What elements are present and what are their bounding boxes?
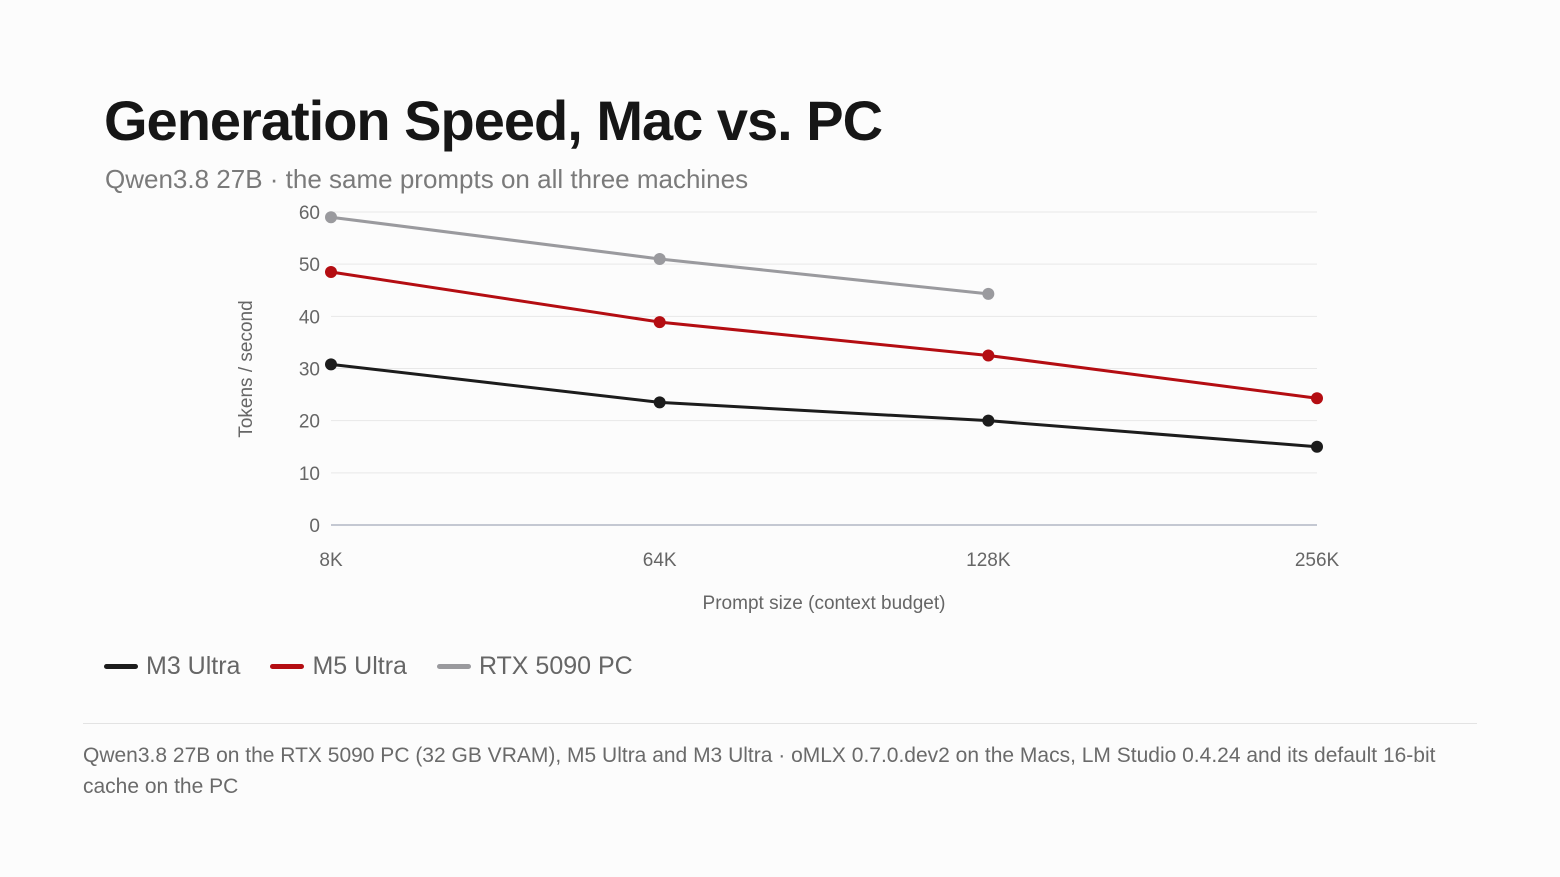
legend-label-m5-ultra: M5 Ultra	[312, 652, 407, 680]
chart-title: Generation Speed, Mac vs. PC	[104, 89, 883, 152]
data-point-m5-ultra	[1311, 392, 1323, 405]
y-tick-label: 20	[299, 412, 320, 433]
data-point-rtx-5090-pc	[325, 211, 337, 224]
legend-item-m5-ultra: M5 Ultra	[270, 652, 407, 681]
x-axis-title: Prompt size (context budget)	[703, 593, 946, 614]
series-points	[325, 211, 1323, 453]
x-tick-label: 128K	[966, 550, 1011, 571]
footnote-divider	[83, 723, 1477, 724]
data-point-m5-ultra	[982, 349, 995, 362]
data-point-m5-ultra	[325, 265, 337, 278]
y-tick-label: 50	[299, 255, 320, 276]
y-tick-label: 30	[299, 360, 320, 381]
y-tick-label: 40	[299, 307, 320, 328]
chart-subtitle: Qwen3.8 27B · the same prompts on all th…	[105, 164, 749, 194]
data-point-m3-ultra	[982, 414, 995, 427]
legend-item-rtx-5090-pc: RTX 5090 PC	[436, 652, 633, 681]
line-chart: 0 10 20 30 40 50 60 8K 64K 128K 256K Tokens / sec…	[236, 203, 1340, 614]
data-point-m5-ultra	[653, 316, 666, 329]
y-tick-label: 10	[299, 464, 320, 485]
y-axis-title: Tokens / second	[236, 300, 257, 437]
data-point-rtx-5090-pc	[982, 287, 995, 300]
x-tick-labels: 8K 64K 128K 256K	[319, 550, 1339, 571]
legend-swatch-m5-ultra	[270, 664, 305, 669]
x-tick-label: 64K	[643, 550, 677, 571]
data-point-m3-ultra	[325, 358, 337, 371]
legend: M3 Ultra M5 Ultra RTX 5090 PC	[104, 652, 633, 681]
series-line-m3-ultra	[329, 362, 1319, 449]
data-point-m3-ultra	[1311, 440, 1323, 453]
legend-label-rtx-5090-pc: RTX 5090 PC	[478, 652, 633, 680]
footnote: Qwen3.8 27B on the RTX 5090 PC (32 GB VR…	[83, 744, 1436, 798]
series-lines	[329, 215, 1319, 449]
data-point-m3-ultra	[653, 396, 666, 409]
legend-swatch-rtx-5090-pc	[436, 664, 471, 669]
y-tick-labels: 0 10 20 30 40 50 60	[299, 203, 320, 537]
y-tick-label: 60	[299, 203, 320, 224]
x-tick-label: 8K	[319, 550, 343, 571]
legend-label-m3-ultra: M3 Ultra	[146, 652, 241, 680]
legend-swatch-m3-ultra	[104, 664, 138, 669]
series-line-m5-ultra	[329, 270, 1319, 400]
x-tick-label: 256K	[1295, 550, 1340, 571]
gridlines	[331, 211, 1317, 526]
y-tick-label: 0	[309, 516, 320, 537]
data-point-rtx-5090-pc	[653, 252, 666, 265]
legend-item-m3-ultra: M3 Ultra	[104, 652, 240, 681]
